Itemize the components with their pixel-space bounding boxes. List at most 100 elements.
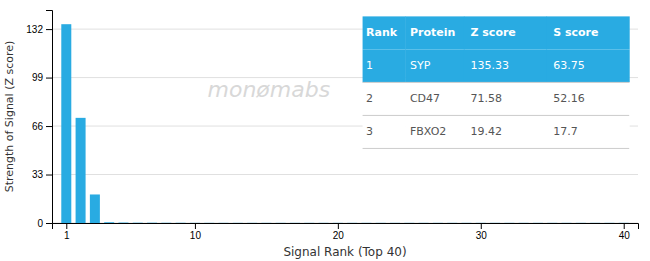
bar <box>604 222 614 223</box>
bar <box>576 222 586 223</box>
tick-label: 99 <box>32 72 44 83</box>
table-text: 52.16 <box>553 92 585 105</box>
tick: 99 <box>32 72 52 83</box>
tick-mark <box>195 223 196 229</box>
table-text: 1 <box>366 59 373 72</box>
tick: 10 <box>190 223 202 241</box>
table-rule <box>363 115 630 116</box>
y-axis-label: Strength of Signal (Z score) <box>3 41 16 193</box>
table-text: FBXO2 <box>410 125 446 138</box>
tick-mark <box>46 29 52 30</box>
bar <box>118 222 128 223</box>
tick-mark <box>66 223 67 229</box>
chart: monømabs1102030400336699132RankProteinZ … <box>0 0 650 261</box>
bar <box>261 222 271 223</box>
tick: 30 <box>476 223 488 241</box>
bar <box>133 222 143 223</box>
tick: 1 <box>64 223 70 241</box>
table-cell <box>405 49 464 82</box>
axis-line <box>53 224 639 230</box>
table-cell <box>547 49 630 82</box>
table-cell <box>363 82 406 115</box>
tick-label: 66 <box>32 121 44 132</box>
bar <box>447 222 457 223</box>
bar <box>176 222 186 223</box>
bar <box>562 222 572 223</box>
table-text: 2 <box>366 92 373 105</box>
bar <box>233 222 243 223</box>
y-axis: 0 33 66 99 132 <box>26 11 52 229</box>
table-cell <box>464 49 547 82</box>
table-text: CD47 <box>410 92 440 105</box>
tick: 132 <box>26 24 52 35</box>
bar <box>147 222 157 223</box>
tick-label: 132 <box>26 24 43 35</box>
bar <box>461 222 471 223</box>
bar <box>161 222 171 223</box>
bar <box>433 222 443 223</box>
table-cell <box>464 82 547 115</box>
table-text: SYP <box>410 59 431 72</box>
tick: 33 <box>32 169 52 180</box>
table-header: Z score <box>471 26 516 39</box>
bar <box>204 222 214 223</box>
bar <box>276 222 286 223</box>
bar <box>61 24 71 223</box>
tick-mark <box>624 223 625 229</box>
tick-label: 30 <box>476 230 488 241</box>
bar <box>304 222 314 223</box>
bar <box>104 222 114 223</box>
axis-line <box>46 11 53 224</box>
bar <box>361 222 371 223</box>
bar <box>333 222 343 223</box>
bar <box>247 222 257 223</box>
table-cell <box>464 16 547 49</box>
bar <box>590 222 600 223</box>
table-cell <box>363 49 406 82</box>
table-rule <box>363 148 630 149</box>
bar <box>90 194 100 223</box>
bar <box>319 222 329 223</box>
bar <box>533 222 543 223</box>
x-axis-label: Signal Rank (Top 40) <box>283 245 406 259</box>
table-rule <box>363 82 630 83</box>
bar <box>419 222 429 223</box>
watermark: monømabs <box>207 77 330 102</box>
tick-label: 0 <box>37 218 43 229</box>
bars <box>61 24 628 223</box>
bar <box>504 222 514 223</box>
bar <box>290 222 300 223</box>
tick-mark <box>481 223 482 229</box>
bar <box>76 118 86 223</box>
bar <box>619 222 629 223</box>
table-cell <box>405 16 464 49</box>
tick-mark <box>46 78 52 79</box>
table-cell <box>405 82 464 115</box>
table-cell <box>547 115 630 148</box>
grid <box>52 29 638 223</box>
table-text: 19.42 <box>471 125 503 138</box>
table-text: 71.58 <box>471 92 503 105</box>
tick: 40 <box>619 223 631 241</box>
tick-label: 33 <box>32 169 44 180</box>
table-header: Rank <box>366 26 398 39</box>
bar <box>547 222 557 223</box>
bar <box>376 222 386 223</box>
table-cell <box>363 115 406 148</box>
tick: 66 <box>32 121 52 132</box>
tick-mark <box>338 223 339 229</box>
tick-label: 10 <box>190 230 202 241</box>
table-header: Protein <box>410 26 455 39</box>
bar <box>347 222 357 223</box>
table-text: 135.33 <box>471 59 510 72</box>
bar <box>490 222 500 223</box>
table-text: 3 <box>366 125 373 138</box>
grid-line <box>52 174 638 175</box>
plot: monømabs1102030400336699132RankProteinZ … <box>26 11 638 242</box>
tick-label: 1 <box>64 230 70 241</box>
table-cell <box>405 115 464 148</box>
tick: 0 <box>37 218 52 229</box>
table: RankProteinZ scoreS score1SYP135.3363.75… <box>363 16 630 148</box>
table-text: 63.75 <box>553 59 585 72</box>
bar <box>519 222 529 223</box>
